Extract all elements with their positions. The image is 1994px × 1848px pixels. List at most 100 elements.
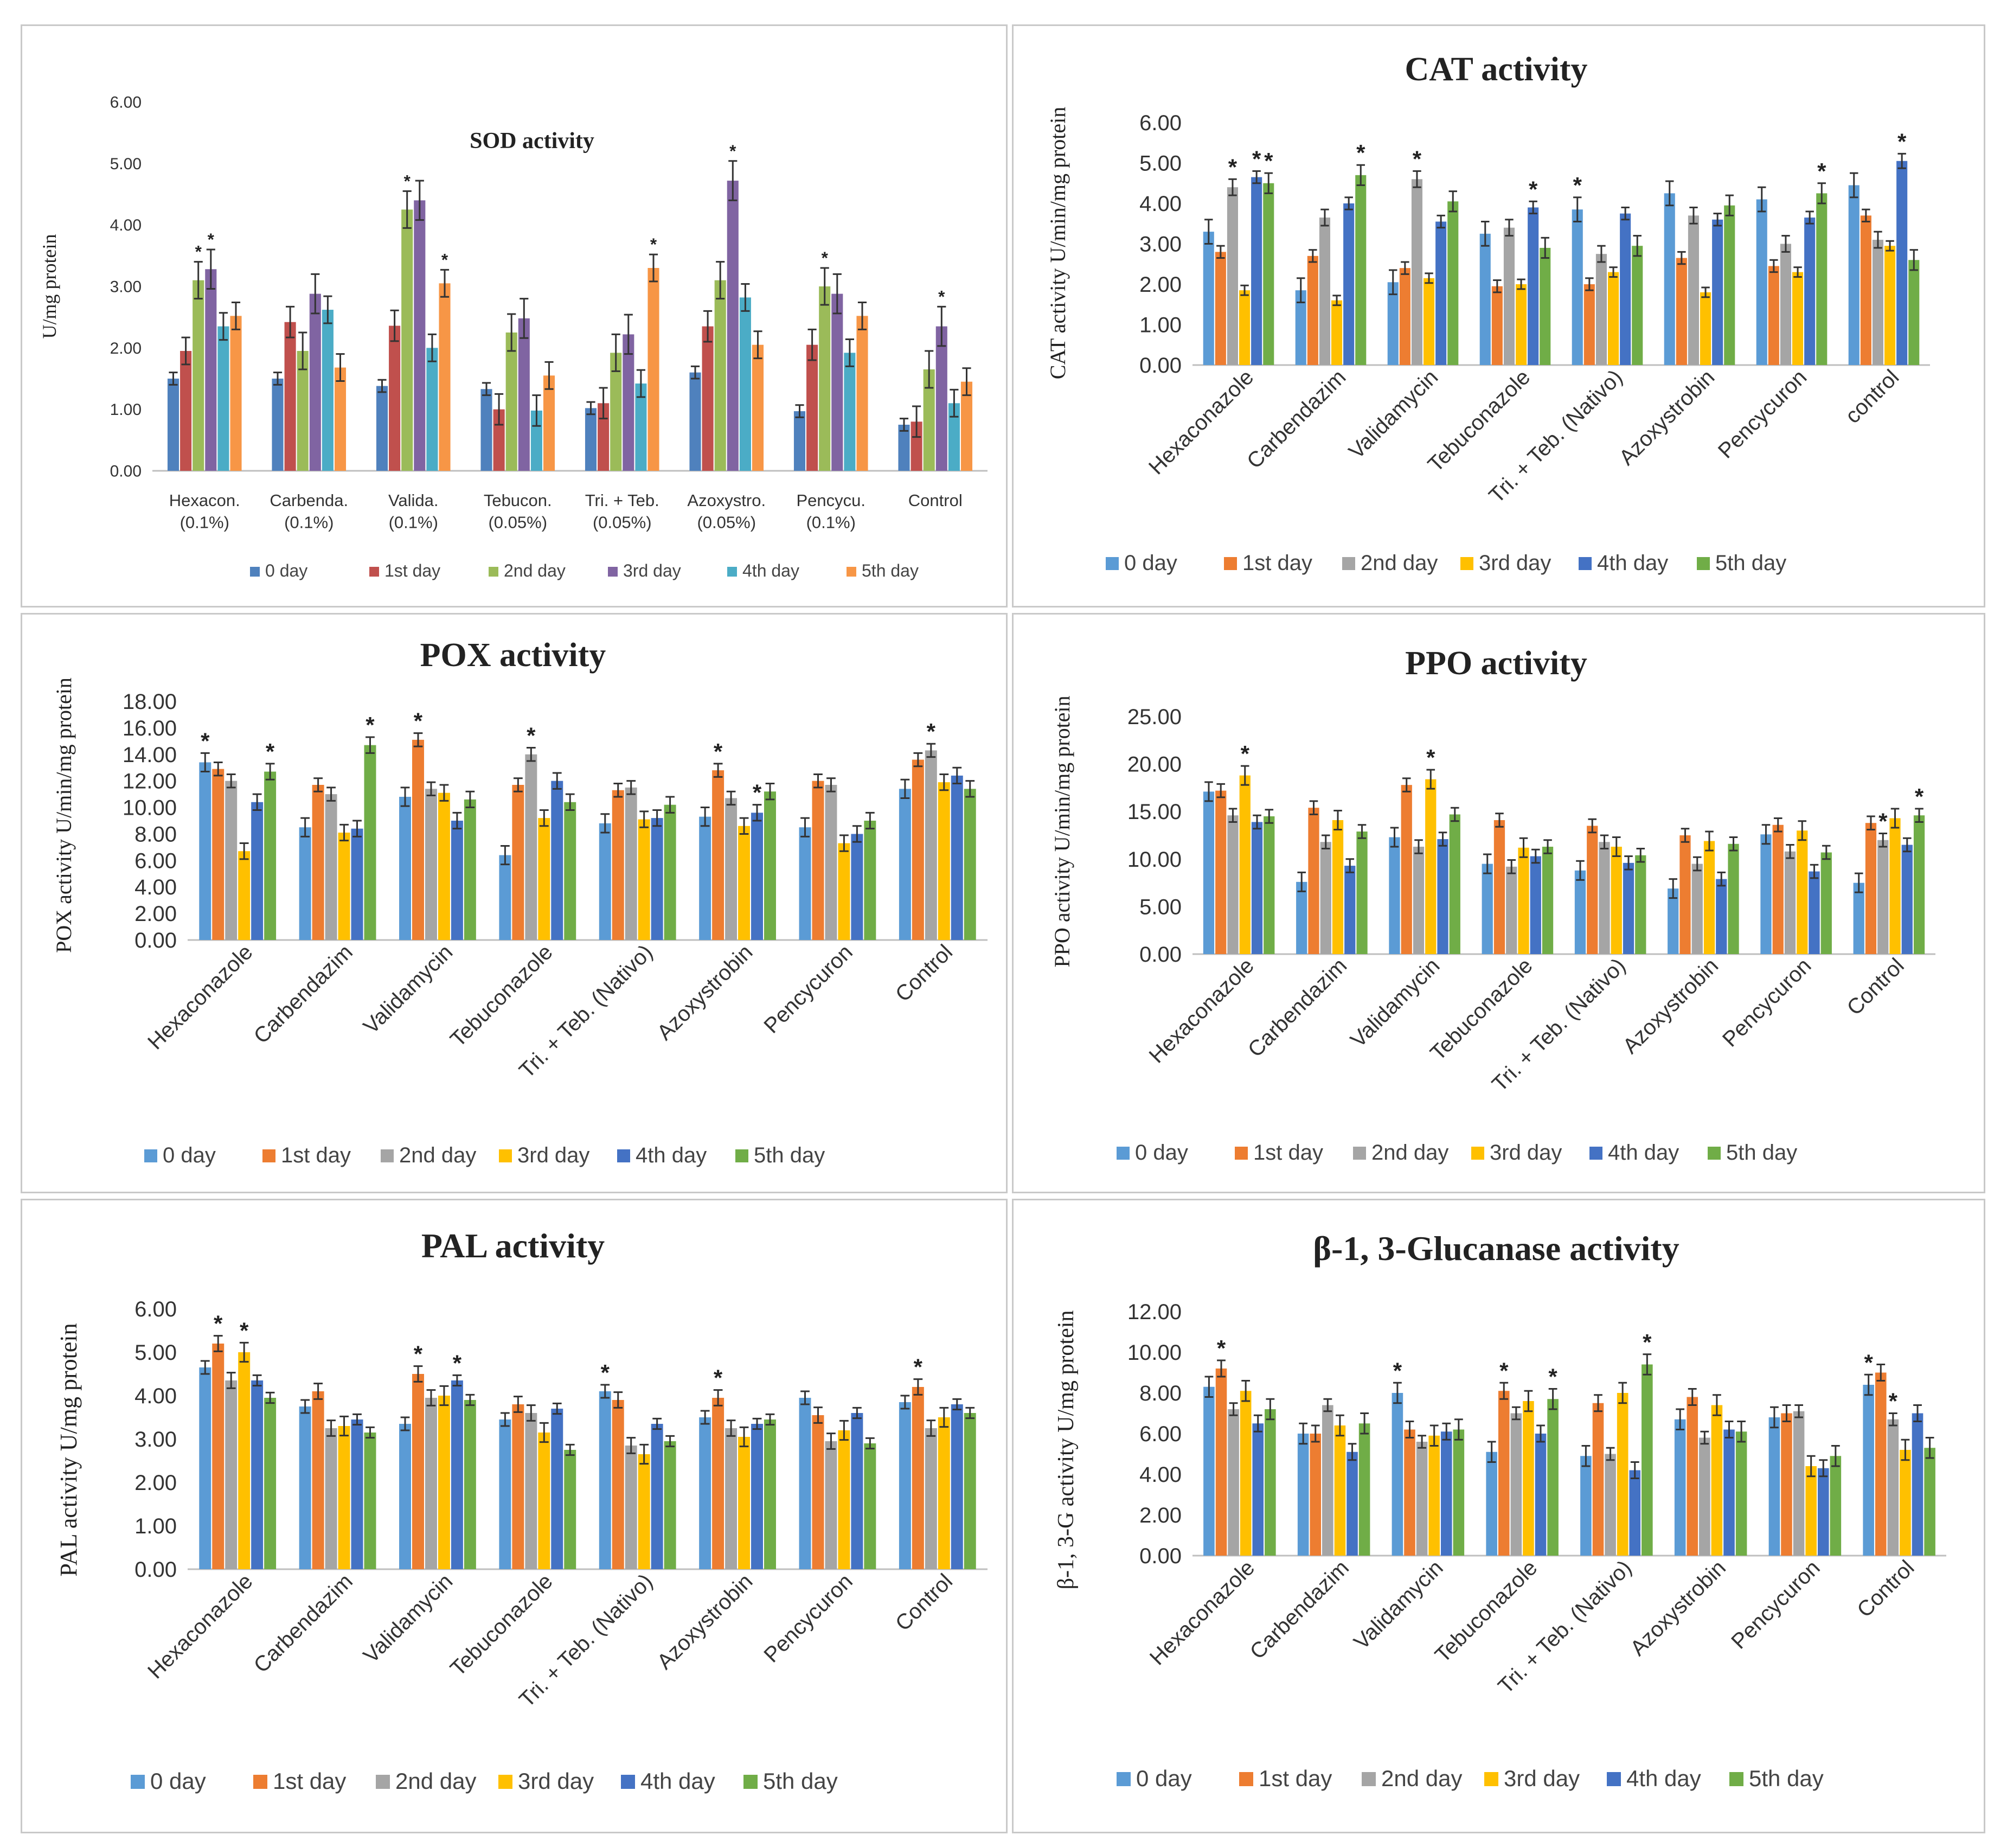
cat-title: CAT activity bbox=[1405, 51, 1588, 88]
pox-legend-swatch-5th-day bbox=[735, 1149, 748, 1162]
pox-category-label: Azoxystrobin bbox=[652, 940, 757, 1045]
glu-bar-4th-day-4 bbox=[1629, 1470, 1641, 1556]
pal-bar-3rd-day-2 bbox=[438, 1396, 450, 1569]
cat-bar-2nd-day-1 bbox=[1319, 218, 1330, 365]
pox-bar-1st-day-3 bbox=[512, 785, 524, 940]
pal-bar-0-day-4 bbox=[599, 1391, 611, 1569]
pox-category-label: Pencycuron bbox=[759, 940, 857, 1038]
pal-bar-4th-day-0 bbox=[251, 1380, 264, 1569]
glu-bar-5th-day-5 bbox=[1735, 1431, 1747, 1556]
ppo-bar-2nd-day-3 bbox=[1506, 866, 1517, 954]
ppo-bar-4th-day-6 bbox=[1809, 871, 1820, 954]
ppo-category-label: Hexaconazole bbox=[1145, 954, 1259, 1067]
sod-legend-swatch-1st-day bbox=[369, 567, 379, 577]
sod-bar-0-day-4 bbox=[585, 408, 597, 471]
cat-bar-1st-day-3 bbox=[1491, 286, 1503, 365]
pox-legend-label-4th-day: 4th day bbox=[636, 1143, 707, 1167]
sod-bar-1st-day-2 bbox=[389, 325, 401, 471]
pal-bar-2nd-day-5 bbox=[725, 1428, 738, 1569]
cat-bar-5th-day-0 bbox=[1263, 183, 1274, 365]
glu-bar-5th-day-4 bbox=[1642, 1364, 1653, 1556]
glu-bar-0-day-2 bbox=[1392, 1393, 1403, 1556]
glu-legend-swatch-1st-day bbox=[1239, 1772, 1253, 1786]
ppo-legend-swatch-4th-day bbox=[1589, 1147, 1602, 1160]
cat-legend-swatch-3rd-day bbox=[1460, 557, 1473, 570]
ppo-legend-label-5th-day: 5th day bbox=[1726, 1141, 1797, 1165]
ppo-bar-0-day-3 bbox=[1482, 864, 1493, 954]
cat-bar-4th-day-7 bbox=[1896, 161, 1908, 365]
glu-significance-star: * bbox=[1548, 1364, 1557, 1390]
pal-bar-0-day-6 bbox=[799, 1398, 811, 1569]
pal-bar-0-day-3 bbox=[499, 1419, 511, 1569]
sod-y-tick-label: 2.00 bbox=[110, 340, 142, 357]
sod-bar-0-day-2 bbox=[376, 386, 388, 471]
pox-bar-4th-day-6 bbox=[851, 834, 863, 940]
sod-bar-5th-day-7 bbox=[960, 381, 973, 471]
sod-bar-4th-day-7 bbox=[948, 403, 960, 471]
cat-significance-star: * bbox=[1264, 148, 1273, 174]
ppo-y-tick-label: 20.00 bbox=[1127, 753, 1182, 777]
ppo-bar-1st-day-0 bbox=[1215, 790, 1227, 954]
cat-bar-0-day-3 bbox=[1479, 233, 1491, 365]
pal-bar-5th-day-0 bbox=[264, 1398, 277, 1569]
pox-legend-label-0-day: 0 day bbox=[163, 1143, 216, 1167]
pal-legend-label-4th-day: 4th day bbox=[640, 1768, 715, 1794]
cat-bar-3rd-day-4 bbox=[1608, 272, 1619, 365]
pal-y-tick-label: 3.00 bbox=[134, 1428, 177, 1451]
cat-bar-5th-day-4 bbox=[1632, 246, 1643, 365]
ppo-bar-5th-day-2 bbox=[1449, 814, 1460, 954]
glu-bar-2nd-day-2 bbox=[1416, 1442, 1428, 1556]
sod-bar-3rd-day-0 bbox=[205, 269, 217, 471]
cat-y-tick-label: 6.00 bbox=[1139, 111, 1182, 135]
glu-bar-5th-day-7 bbox=[1924, 1448, 1935, 1556]
cat-bar-4th-day-4 bbox=[1620, 213, 1631, 365]
pal-bar-3rd-day-6 bbox=[838, 1430, 850, 1569]
pal-bar-5th-day-7 bbox=[964, 1413, 976, 1569]
pal-bar-3rd-day-1 bbox=[338, 1426, 350, 1569]
glu-y-tick-label: 12.00 bbox=[1127, 1300, 1182, 1324]
pal-bar-5th-day-6 bbox=[864, 1443, 876, 1569]
pox-bar-0-day-3 bbox=[499, 855, 511, 940]
glu-bar-1st-day-6 bbox=[1781, 1413, 1792, 1556]
pox-bar-3rd-day-1 bbox=[338, 833, 350, 940]
cat-bar-2nd-day-5 bbox=[1688, 215, 1699, 365]
cat-bar-4th-day-2 bbox=[1435, 221, 1447, 365]
glu-bar-1st-day-2 bbox=[1404, 1429, 1415, 1556]
cat-bar-3rd-day-0 bbox=[1239, 290, 1251, 365]
ppo-bar-0-day-5 bbox=[1668, 888, 1679, 954]
pox-legend-label-1st-day: 1st day bbox=[281, 1143, 351, 1167]
ppo-bar-2nd-day-7 bbox=[1877, 840, 1889, 954]
pox-bar-2nd-day-1 bbox=[325, 794, 337, 940]
ppo-bar-5th-day-1 bbox=[1356, 831, 1368, 954]
ppo-bar-5th-day-5 bbox=[1728, 843, 1739, 954]
sod-bar-3rd-day-3 bbox=[518, 318, 530, 471]
sod-category-label: Tri. + Teb. bbox=[585, 491, 659, 510]
cat-bar-2nd-day-0 bbox=[1227, 187, 1238, 365]
ppo-bar-1st-day-1 bbox=[1308, 808, 1319, 954]
pox-bar-2nd-day-0 bbox=[225, 781, 238, 940]
pox-category-label: Control bbox=[891, 940, 957, 1006]
sod-legend-label-3rd-day: 3rd day bbox=[623, 561, 681, 580]
pal-category-label: Azoxystrobin bbox=[652, 1569, 757, 1674]
sod-legend-swatch-0-day bbox=[250, 567, 260, 577]
sod-bar-1st-day-7 bbox=[911, 421, 922, 471]
glu-y-tick-label: 6.00 bbox=[1139, 1422, 1182, 1446]
pox-bar-5th-day-0 bbox=[264, 771, 277, 940]
cat-bar-1st-day-6 bbox=[1768, 266, 1779, 365]
pal-category-label: Pencycuron bbox=[759, 1569, 857, 1667]
cat-category-label: Hexaconazole bbox=[1144, 365, 1258, 479]
ppo-bar-5th-day-6 bbox=[1820, 852, 1832, 954]
cat-bar-2nd-day-6 bbox=[1780, 244, 1791, 365]
cat-y-tick-label: 3.00 bbox=[1139, 233, 1182, 257]
pox-category-label: Tebuconazole bbox=[446, 940, 557, 1052]
pal-legend-swatch-0-day bbox=[131, 1775, 145, 1789]
ppo-category-label: Control bbox=[1842, 954, 1908, 1020]
ppo-bar-1st-day-4 bbox=[1587, 826, 1598, 954]
pal-bar-1st-day-4 bbox=[612, 1400, 624, 1569]
cat-significance-star: * bbox=[1228, 154, 1238, 180]
sod-bar-4th-day-4 bbox=[635, 383, 647, 471]
ppo-bar-0-day-4 bbox=[1574, 870, 1586, 954]
cat-legend-label-2nd-day: 2nd day bbox=[1361, 551, 1438, 575]
pal-significance-star: * bbox=[240, 1318, 249, 1343]
glu-bar-4th-day-2 bbox=[1440, 1431, 1452, 1556]
